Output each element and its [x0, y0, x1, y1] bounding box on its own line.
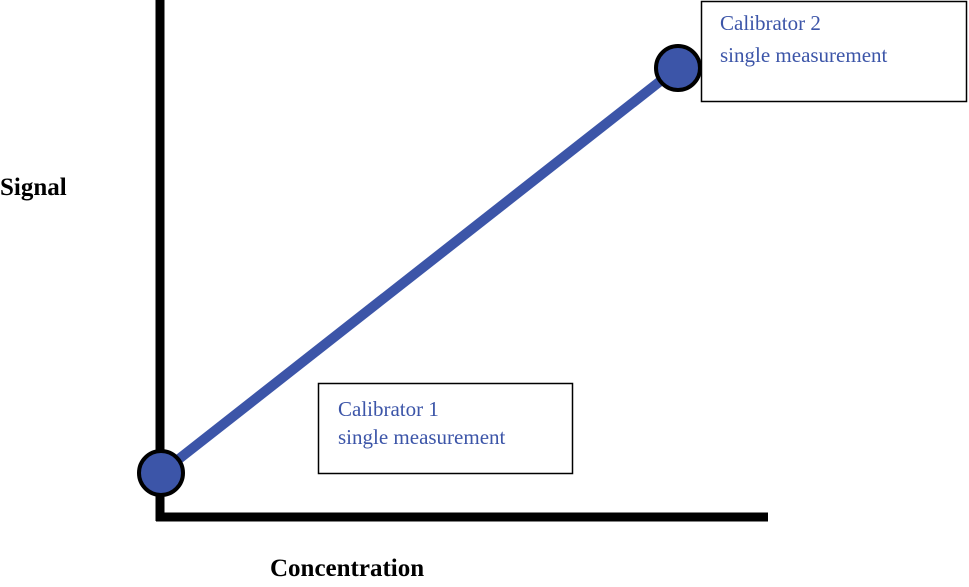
annotation-box: [317, 382, 574, 475]
calibrator-point: [654, 44, 702, 92]
x-axis-label: Concentration: [270, 555, 424, 582]
annotation-title: Calibrator 2: [720, 11, 821, 35]
calibrator-point: [137, 449, 185, 497]
y-axis-label: Signal: [0, 174, 67, 201]
calibration-line: [157, 64, 681, 477]
annotation-title: Calibrator 1: [338, 397, 439, 421]
annotation-text: single measurement: [720, 43, 888, 67]
annotation-text: single measurement: [338, 425, 506, 449]
annotation-box: [700, 0, 968, 103]
